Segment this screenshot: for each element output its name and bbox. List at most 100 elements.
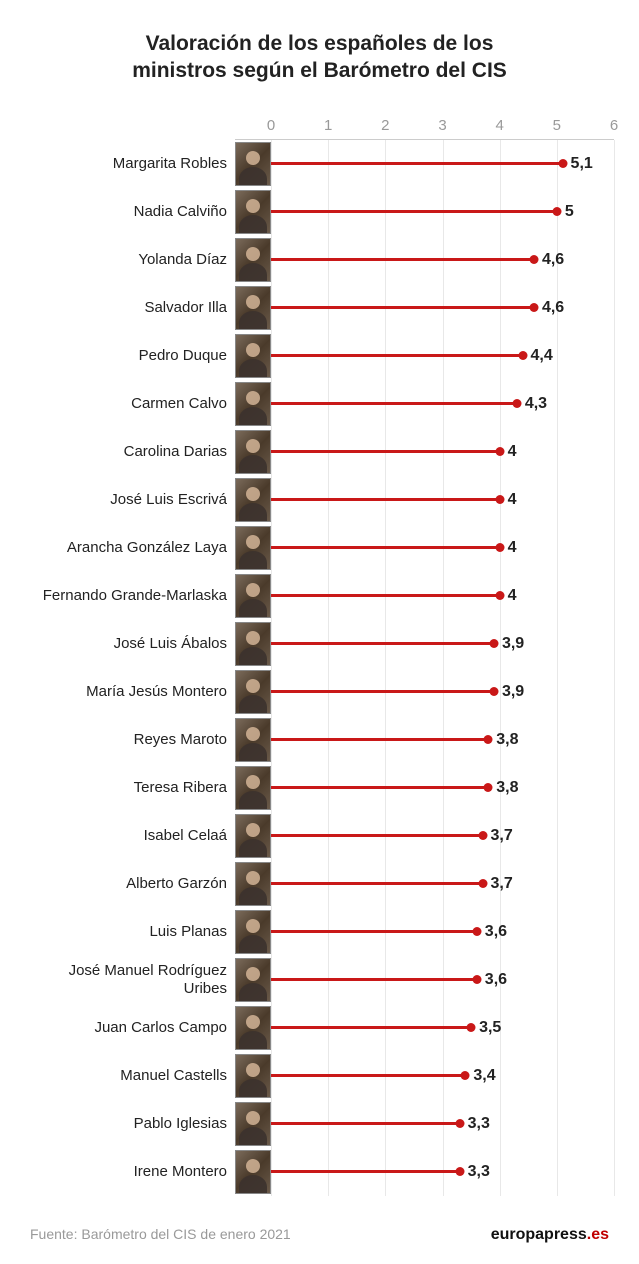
minister-photo bbox=[235, 574, 271, 618]
brand-ext: .es bbox=[587, 1226, 609, 1243]
bar-dot bbox=[495, 495, 504, 504]
bar-wrap: 3,8 bbox=[271, 716, 614, 764]
bar-value: 3,3 bbox=[468, 1163, 490, 1181]
bar-line bbox=[271, 450, 500, 453]
minister-name: Luis Planas bbox=[25, 923, 235, 940]
minister-photo bbox=[235, 1006, 271, 1050]
bar-value: 4 bbox=[508, 443, 517, 461]
bar-wrap: 3,3 bbox=[271, 1148, 614, 1196]
minister-photo bbox=[235, 1054, 271, 1098]
minister-photo bbox=[235, 718, 271, 762]
chart-row: Pablo Iglesias3,3 bbox=[235, 1100, 614, 1148]
minister-photo bbox=[235, 910, 271, 954]
minister-photo bbox=[235, 142, 271, 186]
minister-photo bbox=[235, 238, 271, 282]
minister-name: Yolanda Díaz bbox=[25, 251, 235, 268]
bar-dot bbox=[512, 399, 521, 408]
bar-dot bbox=[489, 687, 498, 696]
bar-value: 3,7 bbox=[491, 827, 513, 845]
bar-line bbox=[271, 402, 517, 405]
minister-photo bbox=[235, 1102, 271, 1146]
bar-value: 4,4 bbox=[531, 347, 553, 365]
bar-wrap: 3,7 bbox=[271, 812, 614, 860]
bar-value: 4 bbox=[508, 539, 517, 557]
bar-dot bbox=[529, 303, 538, 312]
bar-dot bbox=[518, 351, 527, 360]
bar-dot bbox=[455, 1167, 464, 1176]
bar-line bbox=[271, 546, 500, 549]
title-line-2: ministros según el Barómetro del CIS bbox=[132, 59, 507, 82]
chart-row: Reyes Maroto3,8 bbox=[235, 716, 614, 764]
bar-wrap: 3,8 bbox=[271, 764, 614, 812]
bar-value: 3,6 bbox=[485, 971, 507, 989]
minister-photo bbox=[235, 958, 271, 1002]
bar-line bbox=[271, 882, 483, 885]
chart-row: Fernando Grande-Marlaska4 bbox=[235, 572, 614, 620]
chart-row: Pedro Duque4,4 bbox=[235, 332, 614, 380]
chart-row: María Jesús Montero3,9 bbox=[235, 668, 614, 716]
bar-value: 3,3 bbox=[468, 1115, 490, 1133]
bar-line bbox=[271, 210, 557, 213]
minister-photo bbox=[235, 1150, 271, 1194]
bar-wrap: 3,6 bbox=[271, 956, 614, 1004]
bar-wrap: 4,6 bbox=[271, 236, 614, 284]
bar-dot bbox=[484, 783, 493, 792]
minister-photo bbox=[235, 766, 271, 810]
bar-line bbox=[271, 1170, 460, 1173]
bar-line bbox=[271, 834, 483, 837]
source-label: Fuente: Barómetro del CIS de enero 2021 bbox=[30, 1226, 291, 1242]
bar-dot bbox=[472, 975, 481, 984]
minister-name: Teresa Ribera bbox=[25, 779, 235, 796]
x-axis-tick: 1 bbox=[324, 117, 332, 134]
chart-row: Carmen Calvo4,3 bbox=[235, 380, 614, 428]
minister-name: Irene Montero bbox=[25, 1163, 235, 1180]
bar-value: 4 bbox=[508, 587, 517, 605]
bar-value: 3,5 bbox=[479, 1019, 501, 1037]
minister-name: Carmen Calvo bbox=[25, 395, 235, 412]
bar-dot bbox=[529, 255, 538, 264]
bar-dot bbox=[552, 207, 561, 216]
bar-value: 3,4 bbox=[473, 1067, 495, 1085]
bar-line bbox=[271, 642, 494, 645]
minister-name: Manuel Castells bbox=[25, 1067, 235, 1084]
x-axis: 0123456 bbox=[235, 110, 614, 140]
bar-dot bbox=[495, 543, 504, 552]
minister-name: Pedro Duque bbox=[25, 347, 235, 364]
chart-row: Manuel Castells3,4 bbox=[235, 1052, 614, 1100]
bar-wrap: 4 bbox=[271, 572, 614, 620]
bar-wrap: 4 bbox=[271, 428, 614, 476]
bar-value: 5,1 bbox=[571, 155, 593, 173]
infographic-container: Valoración de los españoles de los minis… bbox=[0, 0, 639, 1264]
bar-wrap: 5 bbox=[271, 188, 614, 236]
minister-name: Nadia Calviño bbox=[25, 203, 235, 220]
bar-dot bbox=[478, 879, 487, 888]
title-line-1: Valoración de los españoles de los bbox=[146, 32, 494, 55]
bar-dot bbox=[455, 1119, 464, 1128]
bar-wrap: 4 bbox=[271, 524, 614, 572]
chart-row: Yolanda Díaz4,6 bbox=[235, 236, 614, 284]
footer: Fuente: Barómetro del CIS de enero 2021 … bbox=[25, 1226, 614, 1244]
chart-row: Isabel Celaá3,7 bbox=[235, 812, 614, 860]
chart-row: Arancha González Laya4 bbox=[235, 524, 614, 572]
chart-rows: Margarita Robles5,1Nadia Calviño5Yolanda… bbox=[235, 140, 614, 1196]
bar-dot bbox=[558, 159, 567, 168]
bar-value: 4,3 bbox=[525, 395, 547, 413]
bar-line bbox=[271, 258, 534, 261]
minister-photo bbox=[235, 334, 271, 378]
minister-name: Fernando Grande-Marlaska bbox=[25, 587, 235, 604]
grid-line bbox=[614, 140, 615, 1196]
bar-wrap: 4 bbox=[271, 476, 614, 524]
bar-wrap: 5,1 bbox=[271, 140, 614, 188]
bar-line bbox=[271, 354, 523, 357]
chart-row: Salvador Illa4,6 bbox=[235, 284, 614, 332]
bar-dot bbox=[495, 447, 504, 456]
chart-row: Irene Montero3,3 bbox=[235, 1148, 614, 1196]
bar-line bbox=[271, 978, 477, 981]
x-axis-tick: 4 bbox=[495, 117, 503, 134]
minister-photo bbox=[235, 430, 271, 474]
chart-row: José Manuel Rodríguez Uribes3,6 bbox=[235, 956, 614, 1004]
x-axis-tick: 6 bbox=[610, 117, 618, 134]
bar-dot bbox=[461, 1071, 470, 1080]
minister-photo bbox=[235, 622, 271, 666]
minister-photo bbox=[235, 382, 271, 426]
